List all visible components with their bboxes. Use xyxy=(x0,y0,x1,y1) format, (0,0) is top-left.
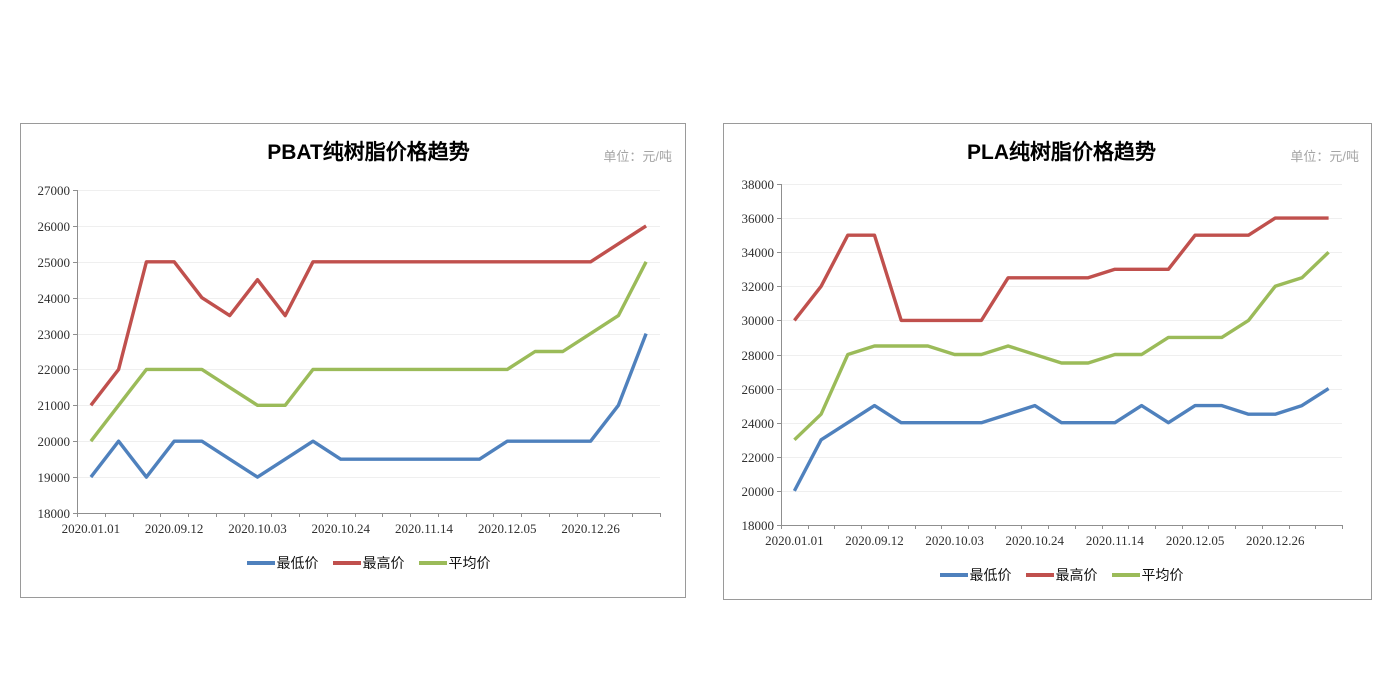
legend-label: 平均价 xyxy=(448,557,491,572)
legend-line-sample-min xyxy=(939,573,968,577)
series-line-min-price xyxy=(89,332,648,479)
y-axis-label: 26000 xyxy=(38,219,71,234)
series-line-avg-price xyxy=(89,261,648,443)
x-axis-label: 2020.01.01 xyxy=(765,533,824,548)
legend-line-sample-max xyxy=(332,561,361,565)
legend: 最低价 最高价 平均价 xyxy=(77,554,660,572)
legend-label: 最低价 xyxy=(969,569,1012,584)
series-line-max-price xyxy=(793,216,1329,323)
y-axis-label: 32000 xyxy=(742,279,775,294)
plot-area: 18000 19000 20000 21000 22000 23000 24000 25000… xyxy=(38,183,661,536)
x-axis-label: 2020.11.14 xyxy=(1086,533,1145,548)
legend-item-max-price: 最高价 xyxy=(332,553,405,573)
y-axis-label: 28000 xyxy=(742,348,775,363)
y-axis-label: 18000 xyxy=(38,506,71,521)
y-axis-label: 21000 xyxy=(38,398,71,413)
x-axis-label: 2020.10.03 xyxy=(925,533,984,548)
y-axis-label: 23000 xyxy=(38,327,71,342)
legend-line-sample-avg xyxy=(418,561,447,565)
legend-label: 最高价 xyxy=(362,557,405,572)
legend: 最低价 最高价 平均价 xyxy=(781,566,1342,584)
x-axis-label: 2020.10.24 xyxy=(1006,533,1065,548)
x-axis-label: 2020.01.01 xyxy=(62,521,121,536)
legend-line-sample-avg xyxy=(1111,573,1140,577)
x-axis-label: 2020.11.14 xyxy=(395,521,454,536)
legend-label: 平均价 xyxy=(1141,569,1184,584)
chart-title: PBAT纯树脂价格趋势 xyxy=(267,141,470,164)
pbat-price-trend-chart: PBAT纯树脂价格趋势 单位：元/吨 18000 19000 20000 21000 2… xyxy=(20,123,686,598)
y-axis-label: 25000 xyxy=(38,255,71,270)
series-line-avg-price xyxy=(793,250,1330,442)
x-axis-label: 2020.12.26 xyxy=(1246,533,1305,548)
legend-item-avg-price: 平均价 xyxy=(1111,565,1184,585)
y-axis-label: 24000 xyxy=(38,291,71,306)
x-axis-label: 2020.12.26 xyxy=(561,521,620,536)
x-axis-label: 2020.12.05 xyxy=(1166,533,1225,548)
pla-price-trend-chart: PLA纯树脂价格趋势 单位：元/吨 18000 20000 22000 24000 26… xyxy=(723,123,1372,600)
x-axis-label: 2020.09.12 xyxy=(845,533,904,548)
y-axis-label: 22000 xyxy=(38,362,71,377)
x-axis-label: 2020.10.24 xyxy=(311,521,370,536)
y-axis-label: 24000 xyxy=(742,416,775,431)
legend-line-sample-min xyxy=(246,561,275,565)
y-axis-label: 34000 xyxy=(742,245,775,260)
y-axis-label: 38000 xyxy=(742,177,775,192)
y-axis-label: 19000 xyxy=(38,470,71,485)
y-axis-label: 20000 xyxy=(38,434,71,449)
unit-label: 单位：元/吨 xyxy=(1290,149,1359,164)
y-axis-label: 22000 xyxy=(742,450,775,465)
legend-item-avg-price: 平均价 xyxy=(418,553,491,573)
legend-item-min-price: 最低价 xyxy=(939,565,1012,585)
legend-line-sample-max xyxy=(1025,573,1054,577)
x-axis-label: 2020.10.03 xyxy=(228,521,287,536)
y-axis-label: 26000 xyxy=(742,382,775,397)
x-axis-label: 2020.12.05 xyxy=(478,521,537,536)
legend-item-max-price: 最高价 xyxy=(1025,565,1098,585)
legend-label: 最低价 xyxy=(276,557,319,572)
y-axis-label: 30000 xyxy=(742,313,775,328)
y-axis-label: 36000 xyxy=(742,211,775,226)
unit-label: 单位：元/吨 xyxy=(603,149,672,164)
series-line-min-price xyxy=(792,387,1330,492)
y-axis-label: 18000 xyxy=(742,518,775,533)
plot-area: 18000 20000 22000 24000 26000 28000 30000 32000… xyxy=(742,177,1343,548)
series-line-max-price xyxy=(89,224,648,407)
legend-item-min-price: 最低价 xyxy=(246,553,319,573)
x-axis-label: 2020.09.12 xyxy=(145,521,204,536)
chart-title: PLA纯树脂价格趋势 xyxy=(967,141,1156,164)
legend-label: 最高价 xyxy=(1055,569,1098,584)
y-axis-label: 20000 xyxy=(742,484,775,499)
y-axis-label: 27000 xyxy=(38,183,71,198)
